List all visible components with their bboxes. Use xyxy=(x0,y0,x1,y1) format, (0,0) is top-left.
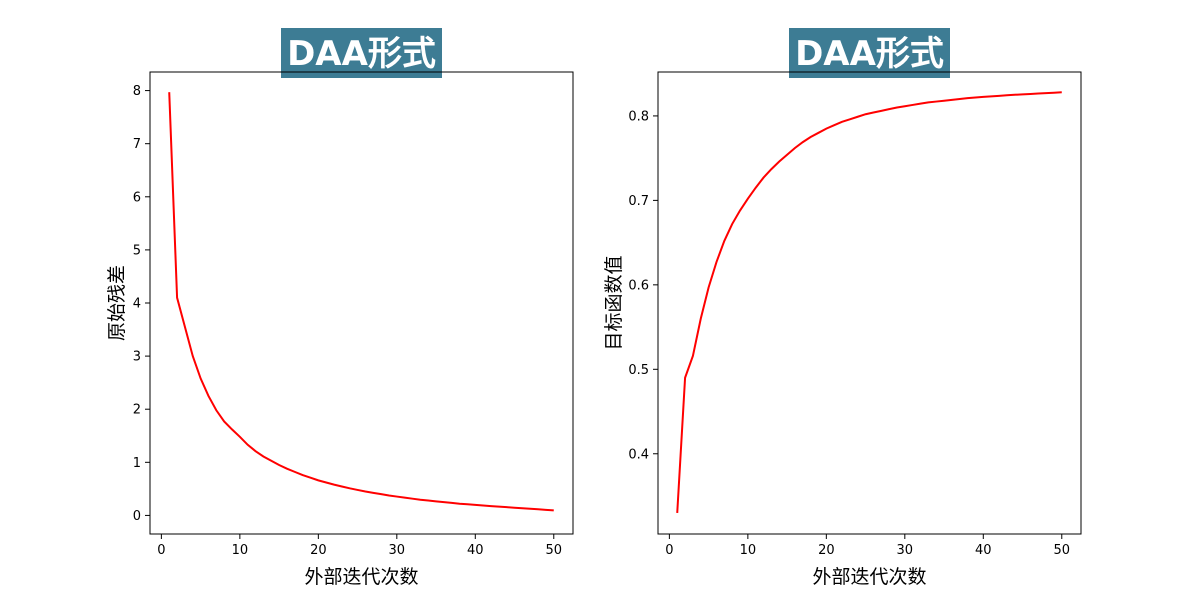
chart-left-ytick-label: 2 xyxy=(133,403,141,418)
chart-left-xtick-label: 10 xyxy=(232,543,249,558)
chart-left-series-line xyxy=(168,92,554,512)
chart-left-xtick-label: 20 xyxy=(310,543,327,558)
chart-right-xtick-label: 30 xyxy=(897,543,914,558)
chart-left-xtick-label: 0 xyxy=(157,543,165,558)
chart-right-ytick-label: 0.4 xyxy=(628,447,649,462)
chart-right-ytick-label: 0.5 xyxy=(628,363,649,378)
chart-right: DAA形式 0 10 20 30 40 500.40.50.60.70.8 外部迭代次数 … xyxy=(603,28,1082,588)
chart-left-frame xyxy=(149,71,574,535)
chart-left-ytick-label: 0 xyxy=(133,509,141,524)
chart-right-xtick-label: 20 xyxy=(818,543,835,558)
chart-right-xtick-label: 10 xyxy=(740,543,757,558)
chart-right-xtick-label: 0 xyxy=(665,543,673,558)
chart-left-xtick-label: 30 xyxy=(389,543,406,558)
chart-right-ytick-label: 0.8 xyxy=(628,109,649,124)
chart-right-series-line xyxy=(676,91,1062,513)
chart-left-plot-area: 0 10 20 30 40 50 0 1 2 3 4 5 6 7 8 xyxy=(133,84,562,558)
chart-right-ytick-label: 0.7 xyxy=(628,194,649,209)
chart-left-ylabel: 原始残差 xyxy=(106,265,128,341)
chart-right-frame xyxy=(657,71,1082,535)
chart-left-title: DAA形式 xyxy=(287,34,436,74)
chart-left-title-box xyxy=(281,28,442,78)
chart-left-ytick-label: 1 xyxy=(133,456,141,471)
chart-right-xlabel: 外部迭代次数 xyxy=(812,566,926,588)
chart-right-title: DAA形式 xyxy=(795,34,944,74)
chart-left-ytick-label: 7 xyxy=(133,137,141,152)
chart-left-xtick-label: 50 xyxy=(545,543,562,558)
chart-left-ytick-label: 8 xyxy=(133,84,141,99)
chart-left-ytick-label: 6 xyxy=(133,190,141,205)
chart-right-title-box xyxy=(789,28,950,78)
chart-left-xlabel: 外部迭代次数 xyxy=(304,566,418,588)
chart-right-xtick-label: 40 xyxy=(975,543,992,558)
chart-right-xtick-label: 50 xyxy=(1053,543,1070,558)
chart-left-ytick-label: 5 xyxy=(133,243,141,258)
chart-left: DAA形式 0 10 20 30 40 50 0 1 2 3 4 5 6 7 8 外部迭代次数 原始残差 xyxy=(106,28,574,588)
chart-left-ytick-label: 4 xyxy=(133,297,141,312)
chart-left-ytick-label: 3 xyxy=(133,350,141,365)
chart-right-plot-area: 0 10 20 30 40 50 0.4 0.5 0.6 0.7 0.8 xyxy=(628,91,1070,558)
chart-left-xtick-label: 40 xyxy=(467,543,484,558)
chart-right-ytick-label: 0.6 xyxy=(628,278,649,293)
chart-right-ylabel: 目标函数值 xyxy=(603,255,625,350)
